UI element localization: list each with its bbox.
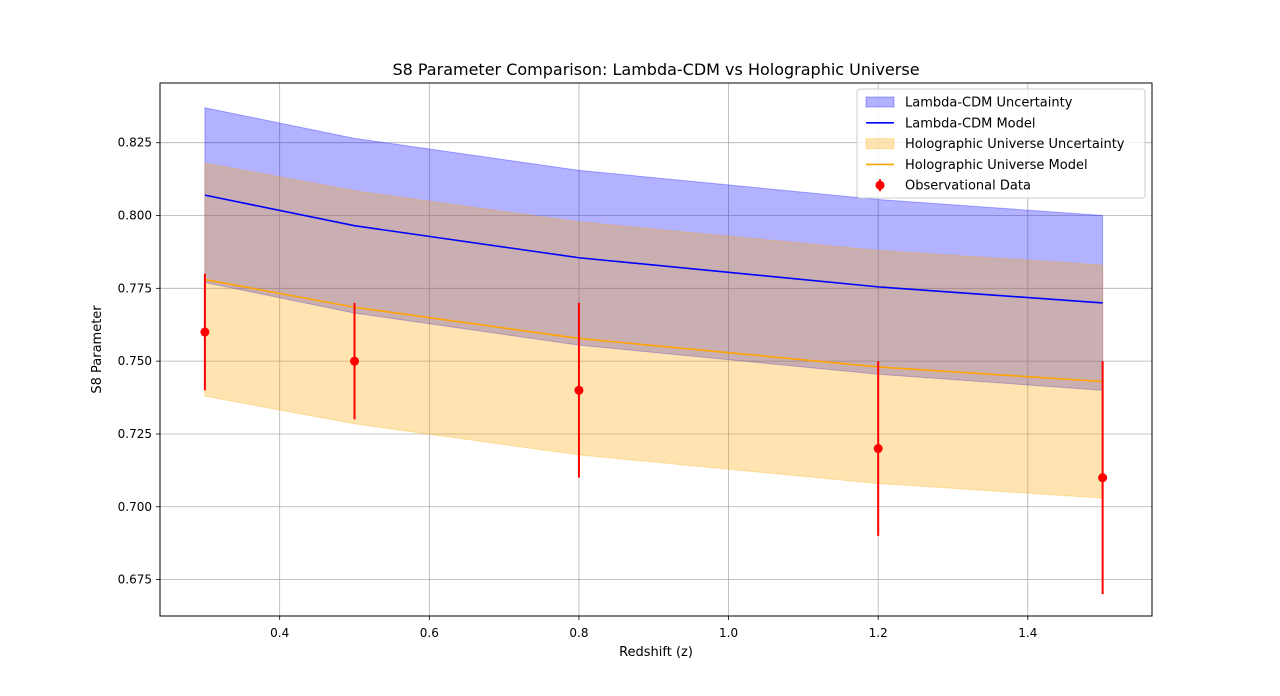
legend-label: Lambda-CDM Model (905, 116, 1036, 131)
legend-swatch (866, 139, 894, 149)
legend-marker (876, 181, 885, 190)
y-tick-label: 0.800 (118, 209, 152, 223)
x-tick-label: 1.0 (719, 626, 738, 640)
legend: Lambda-CDM Uncertainty Lambda-CDM Model Ho… (857, 89, 1145, 198)
x-tick-label: 0.8 (569, 626, 588, 640)
legend-label: Observational Data (905, 179, 1031, 194)
y-tick-label: 0.725 (118, 427, 152, 441)
legend-label: Holographic Universe Uncertainty (905, 137, 1125, 152)
y-tick-label: 0.775 (118, 281, 152, 295)
legend-label: Lambda-CDM Uncertainty (905, 96, 1073, 111)
x-axis-label: Redshift (z) (619, 645, 693, 660)
y-tick-label: 0.750 (118, 354, 152, 368)
x-tick-label: 0.6 (420, 626, 439, 640)
x-tick-label: 1.4 (1018, 626, 1037, 640)
y-tick-label: 0.825 (118, 136, 152, 150)
chart-title: S8 Parameter Comparison: Lambda-CDM vs H… (392, 60, 919, 79)
y-axis-label: S8 Parameter (90, 305, 105, 394)
y-tick-label: 0.675 (118, 573, 152, 587)
data-point (350, 357, 359, 366)
data-point (200, 328, 209, 337)
legend-label: Holographic Universe Model (905, 158, 1088, 173)
legend-swatch (866, 97, 894, 107)
data-point (874, 444, 883, 453)
data-point (1098, 473, 1107, 482)
data-point (574, 386, 583, 395)
x-tick-label: 1.2 (869, 626, 888, 640)
x-tick-label: 0.4 (270, 626, 289, 640)
y-tick-label: 0.700 (118, 500, 152, 514)
